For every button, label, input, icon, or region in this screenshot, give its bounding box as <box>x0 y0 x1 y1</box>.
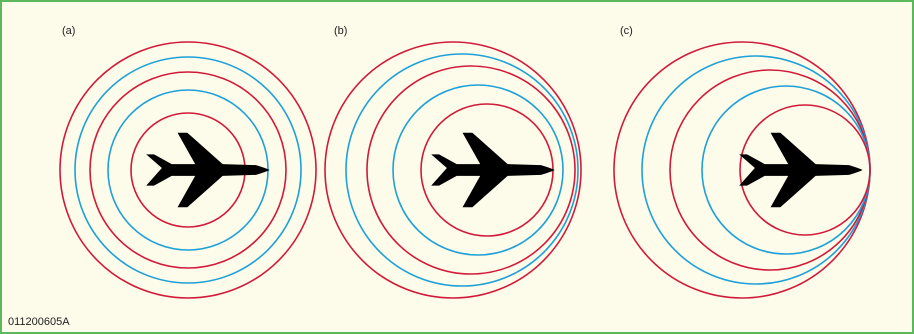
ring <box>345 53 579 287</box>
panel-label-a: (a) <box>62 25 76 37</box>
panel-b-wavefronts <box>324 41 582 299</box>
panel-label-b: (b) <box>334 25 348 37</box>
ring <box>89 71 287 269</box>
aircraft-icon <box>431 132 555 208</box>
panel-c-wavefronts <box>613 41 871 299</box>
figure-id: 011200605A <box>8 316 70 328</box>
aircraft-icon <box>146 132 270 208</box>
ring <box>366 65 576 275</box>
ring <box>392 84 564 256</box>
panel-label-c: (c) <box>620 25 633 37</box>
ring <box>324 41 582 299</box>
ring <box>74 56 302 284</box>
ring <box>739 104 871 236</box>
ring <box>59 41 317 299</box>
panel-a-wavefronts <box>59 41 317 299</box>
aircraft-icon <box>739 132 863 208</box>
